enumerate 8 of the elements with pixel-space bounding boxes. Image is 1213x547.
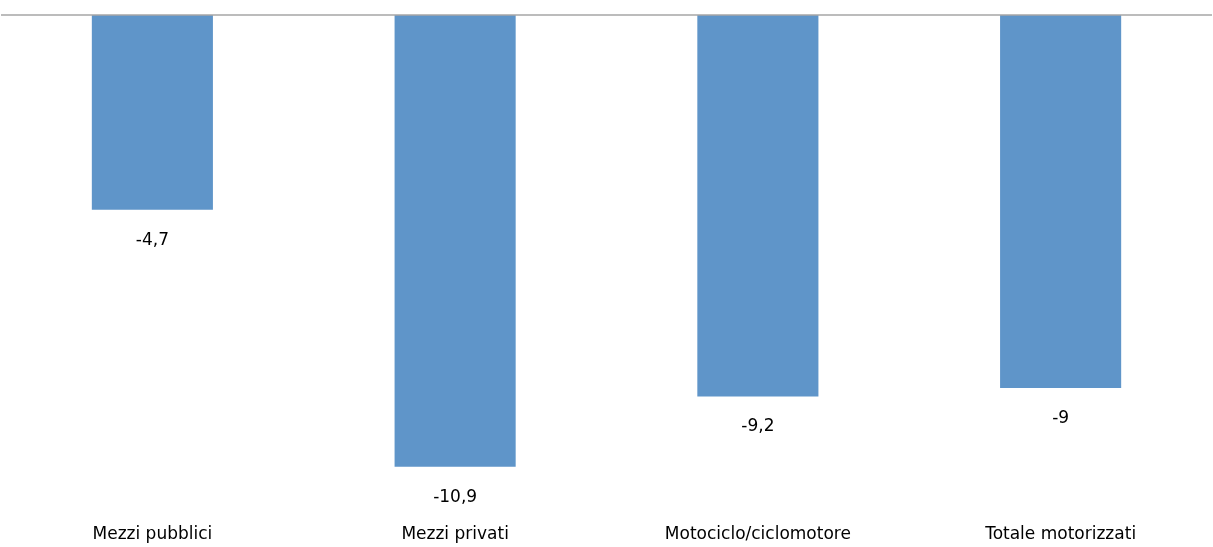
x-tick-label: Mezzi privati (401, 522, 509, 543)
x-tick-label: Mezzi pubblici (92, 522, 213, 543)
data-label: -4,7 (135, 228, 169, 249)
data-label: -9,2 (741, 415, 775, 436)
x-tick-label: Motociclo/ciclomotore (664, 522, 851, 543)
data-label: -10,9 (433, 485, 478, 506)
data-label: -9 (1052, 407, 1070, 428)
x-tick-label: Totale motorizzati (984, 522, 1137, 543)
